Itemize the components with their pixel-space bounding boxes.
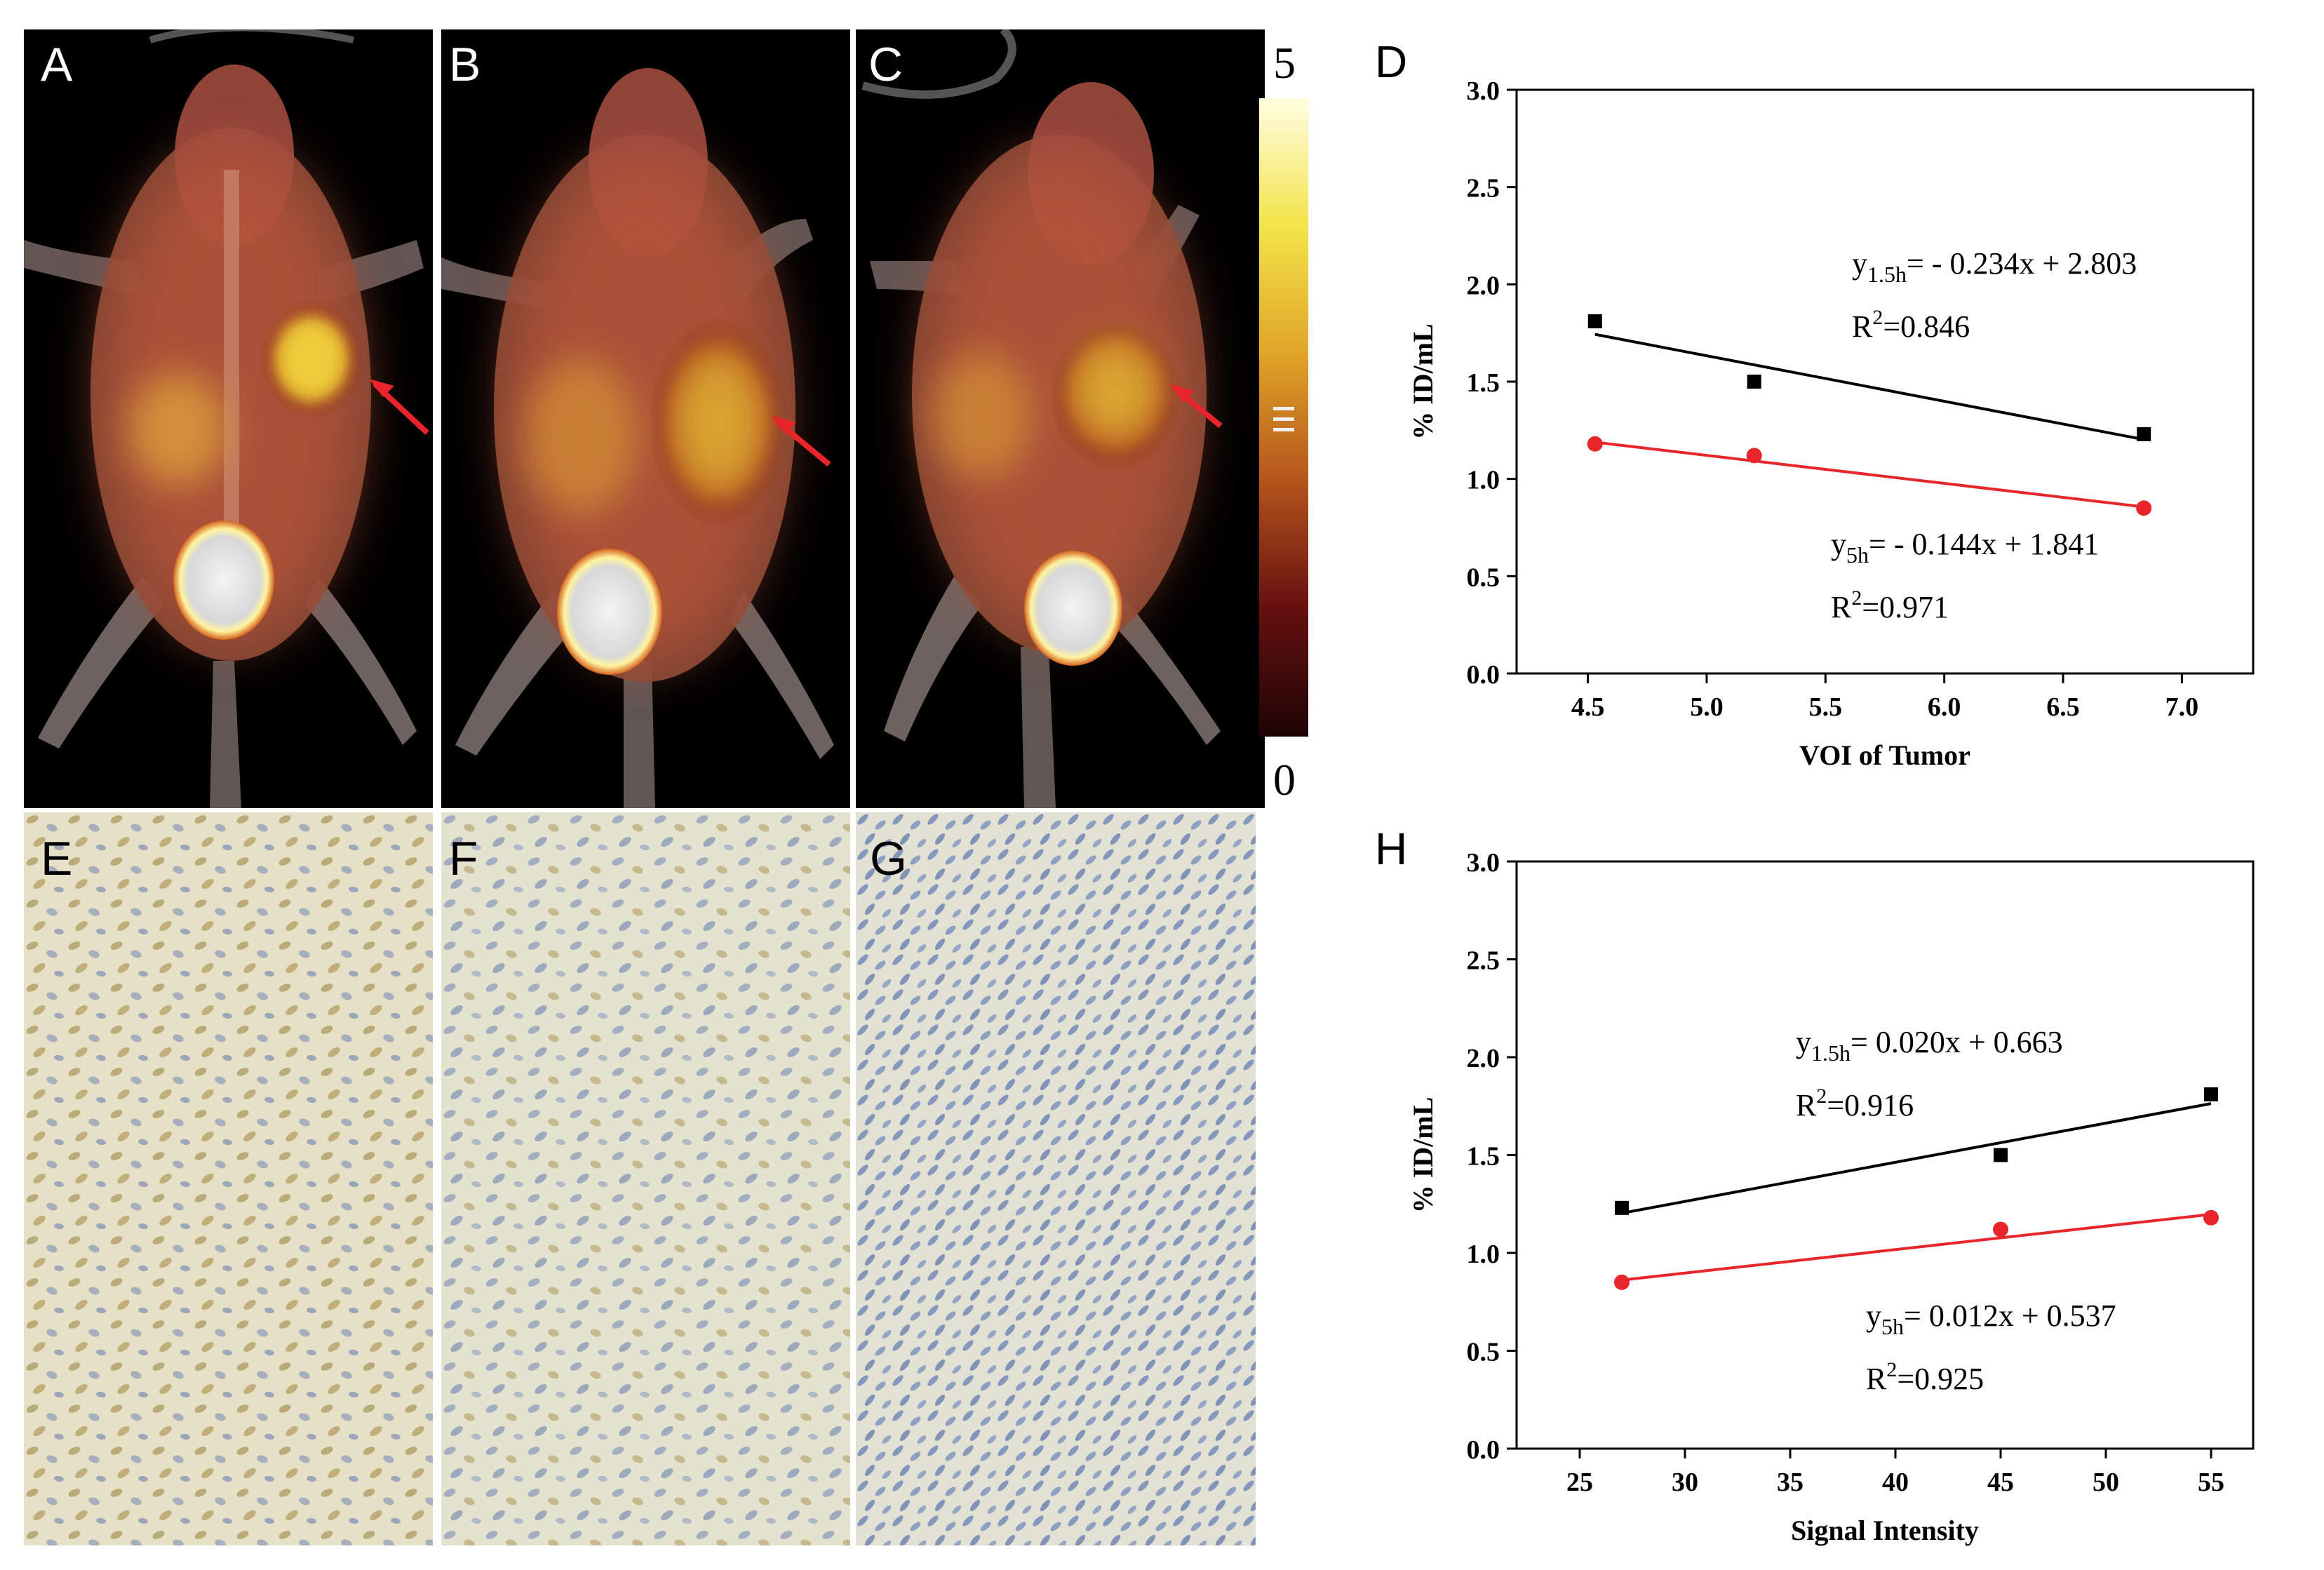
y-tick-label: 2.0 (1467, 1044, 1500, 1073)
colorbar-mark-3 (1273, 428, 1294, 431)
fit-line-5h (1621, 1213, 2212, 1282)
colorbar-tick-1 (1308, 379, 1322, 382)
equation-5h: y5h= - 0.144x + 1.841 (1831, 527, 2099, 568)
ihc-image-e (24, 812, 433, 1545)
x-tick-label: 50 (2093, 1468, 2119, 1497)
x-tick-label: 4.5 (1571, 692, 1605, 722)
panel-label-g: G (870, 832, 907, 885)
x-tick-label: 45 (1987, 1468, 2014, 1497)
pet-image-a (24, 29, 433, 808)
plot-frame (1515, 88, 2255, 675)
y-tick-label: 1.5 (1467, 1142, 1500, 1172)
pet-scan-b-graphic (441, 68, 834, 808)
pet-scan-a-graphic (24, 29, 429, 808)
data-point-5h (2203, 1209, 2219, 1226)
y-tick-label: 2.5 (1467, 174, 1500, 203)
y-tick-label: 2.0 (1467, 271, 1500, 300)
r-squared-1.5h: R2=0.846 (1852, 306, 1970, 344)
data-point-1.5h (2137, 427, 2151, 441)
panel-label-f: F (449, 832, 478, 885)
x-axis-label: Signal Intensity (1791, 1515, 1979, 1546)
y-tick-label: 3.0 (1467, 848, 1500, 878)
colorbar-max-label: 5 (1273, 38, 1296, 88)
x-tick-label: 25 (1566, 1468, 1593, 1497)
data-point-5h (1587, 436, 1603, 452)
pet-image-b (441, 29, 850, 808)
fit-line-1.5h (1621, 1102, 2212, 1215)
ihc-g-graphic (856, 812, 1256, 1545)
panel-label-h: H (1375, 824, 1407, 874)
x-tick-label: 6.0 (1928, 692, 1961, 722)
colorbar-mark-2 (1273, 417, 1294, 421)
y-tick-label: 1.0 (1467, 1240, 1500, 1269)
r-squared-1.5h: R2=0.916 (1796, 1085, 1914, 1122)
y-tick-label: 0.0 (1467, 660, 1500, 690)
y-axis-label: % ID/mL (1407, 323, 1439, 440)
y-tick-label: 1.5 (1467, 368, 1500, 398)
data-point-5h (1746, 448, 1762, 464)
pet-colorbar (1259, 98, 1322, 737)
y-tick-label: 0.0 (1467, 1435, 1500, 1465)
x-tick-label: 35 (1777, 1468, 1804, 1497)
colorbar-mark-1 (1273, 407, 1294, 410)
y-tick-label: 1.0 (1467, 466, 1500, 495)
pet-image-c (856, 29, 1265, 808)
data-point-5h (2136, 500, 2152, 516)
equation-1.5h: y1.5h= 0.020x + 0.663 (1796, 1025, 2063, 1066)
x-tick-label: 40 (1882, 1468, 1909, 1497)
colorbar-min-label: 0 (1273, 755, 1296, 805)
x-tick-label: 55 (2198, 1468, 2224, 1497)
x-tick-label: 5.0 (1690, 692, 1724, 722)
equation-5h: y5h= 0.012x + 0.537 (1866, 1299, 2116, 1339)
plot-frame (1515, 860, 2255, 1450)
pet-scan-c-graphic (861, 29, 1223, 808)
y-tick-label: 3.0 (1467, 76, 1500, 106)
panel-label-b: B (449, 38, 481, 91)
chart-h: H 0.0 0.5 1.0 1.5 2.0 2.5 3.0 25 30 35 40 45 50 55 Sign… (1375, 824, 2255, 1546)
ihc-image-f (441, 812, 850, 1545)
y-tick-label: 2.5 (1467, 946, 1500, 976)
data-point-5h (1614, 1274, 1630, 1290)
fit-line-5h (1594, 441, 2144, 509)
y-tick-label: 0.5 (1467, 563, 1500, 592)
data-point-1.5h (1587, 314, 1602, 329)
x-tick-label: 5.5 (1809, 692, 1843, 722)
x-tick-label: 7.0 (2165, 692, 2199, 722)
r-squared-5h: R2=0.971 (1831, 586, 1949, 624)
fit-line-1.5h (1594, 333, 2144, 441)
ihc-image-g (856, 812, 1256, 1545)
y-tick-label: 0.5 (1467, 1338, 1500, 1367)
data-point-1.5h (1994, 1148, 2008, 1162)
data-point-1.5h (1615, 1200, 1629, 1215)
y-axis-label: % ID/mL (1407, 1097, 1439, 1214)
data-point-1.5h (1747, 375, 1761, 389)
ihc-f-graphic (441, 812, 850, 1545)
panel-label-a: A (41, 38, 73, 91)
data-point-5h (1993, 1221, 2008, 1237)
x-tick-label: 6.5 (2046, 692, 2080, 722)
x-tick-label: 30 (1672, 1468, 1698, 1497)
panel-label-e: E (41, 832, 73, 885)
chart-d: D 0.0 0.5 1.0 1.5 2.0 2.5 3.0 4.5 5.0 5.5 6.0 6.5 7.0… (1375, 36, 2255, 771)
panel-label-d: D (1375, 36, 1407, 87)
panel-label-c: C (868, 38, 904, 91)
equation-1.5h: y1.5h= - 0.234x + 2.803 (1852, 246, 2137, 287)
x-axis-label: VOI of Tumor (1799, 739, 1970, 771)
r-squared-5h: R2=0.925 (1866, 1358, 1984, 1396)
ihc-e-graphic (24, 812, 433, 1545)
data-point-1.5h (2204, 1087, 2218, 1102)
